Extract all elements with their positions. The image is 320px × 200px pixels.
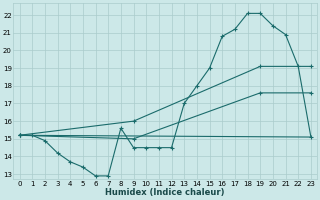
X-axis label: Humidex (Indice chaleur): Humidex (Indice chaleur) [106, 188, 225, 197]
